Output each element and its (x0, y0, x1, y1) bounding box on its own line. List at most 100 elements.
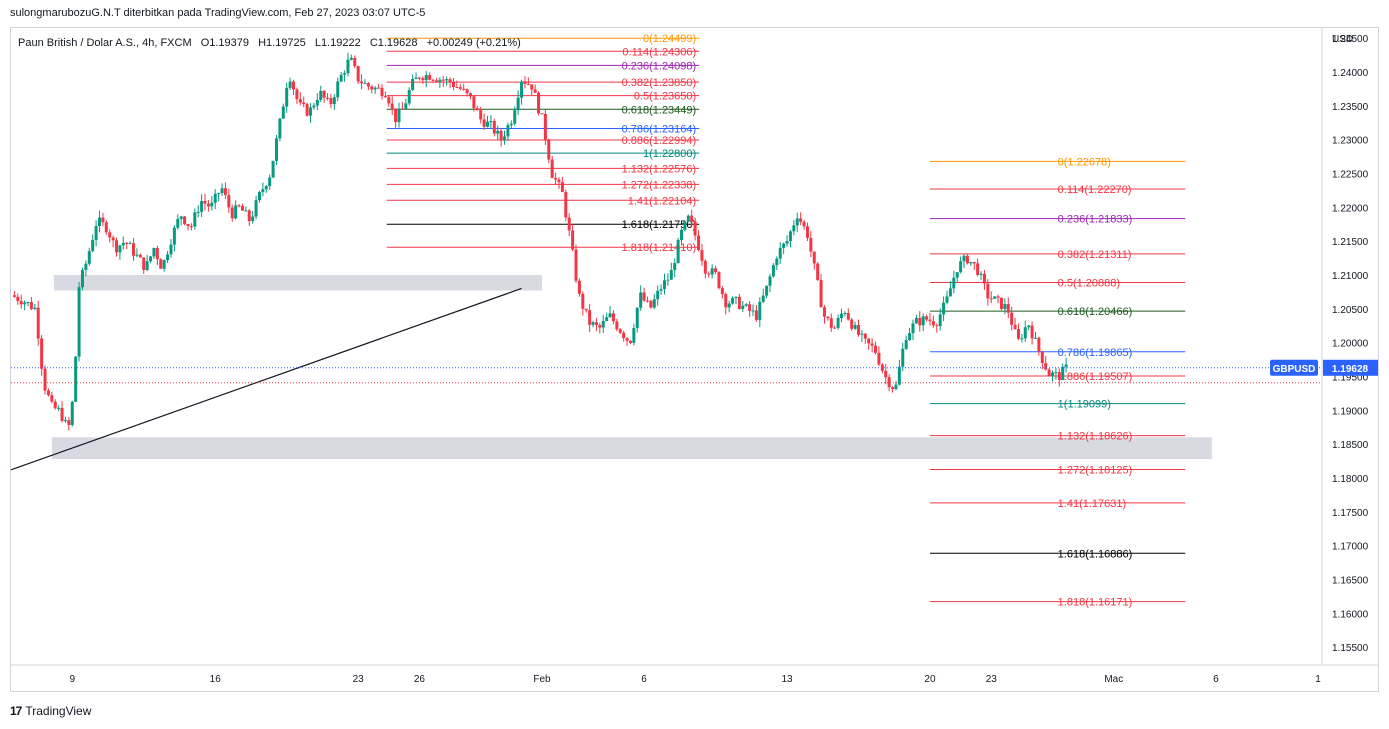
fib-level-label: 1.618(1.16886) (1058, 548, 1133, 560)
trendline (10, 287, 522, 471)
candle-body (247, 210, 251, 222)
candle-body (1057, 372, 1061, 380)
candle-body (274, 138, 278, 161)
fib-level-label: 0.236(1.24098) (622, 60, 697, 72)
candle-body (891, 387, 895, 390)
candle-body (724, 294, 728, 308)
candle-body (70, 401, 74, 425)
candle-body (434, 80, 438, 82)
candle-body (959, 261, 963, 273)
fib-level-label: 0.786(1.19865) (1058, 347, 1133, 359)
candle-body (727, 303, 731, 308)
candle-body (421, 78, 425, 81)
candle-body (57, 407, 61, 409)
y-tick-label: 1.21500 (1332, 237, 1369, 248)
candle-body (642, 292, 646, 301)
candle-body (346, 59, 350, 74)
candle-body (894, 384, 898, 390)
candle-body (826, 316, 830, 319)
candle-body (53, 401, 57, 409)
candle-body (482, 119, 486, 127)
candle-body (795, 218, 799, 226)
candle-body (339, 74, 343, 82)
candle-body (680, 229, 684, 240)
candle-body (506, 125, 510, 137)
candle-body (486, 121, 490, 127)
candle-body (516, 97, 520, 111)
candle-body (686, 215, 690, 222)
candle-body (904, 340, 908, 349)
candle-body (901, 348, 905, 367)
candle-body (404, 103, 408, 110)
fib-level-label: 0.114(1.24306) (622, 46, 696, 58)
candle-body (771, 265, 775, 277)
candle-body (622, 332, 626, 339)
candle-body (356, 66, 360, 82)
candle-body (186, 223, 190, 227)
candle-body (278, 118, 282, 139)
candle-body (390, 103, 394, 109)
candle-body (693, 221, 697, 236)
candle-body (948, 288, 952, 297)
change-value: +0.00249 (+0.21%) (427, 37, 521, 49)
candle-body (550, 159, 554, 178)
candle-body (520, 81, 524, 98)
candle-body (509, 123, 513, 126)
candle-body (632, 328, 636, 343)
zones-layer (51, 274, 1212, 459)
candle-body (996, 296, 1000, 298)
candle-body (169, 244, 173, 255)
candle-body (846, 313, 850, 320)
fib-level-label: 0.382(1.23850) (622, 77, 697, 89)
candle-body (700, 250, 704, 261)
x-tick-label: 1 (1315, 674, 1321, 685)
last-price-badge-label: 1.19628 (1332, 364, 1369, 375)
candle-body (816, 263, 820, 280)
candle-body (530, 84, 534, 90)
fib-level-label: 1(1.19099) (1058, 399, 1111, 411)
candle-body (751, 310, 755, 312)
candle-body (537, 92, 541, 114)
candle-body (77, 287, 81, 357)
candle-body (710, 268, 714, 275)
candle-body (12, 295, 16, 297)
candle-body (1047, 369, 1051, 376)
candle-body (451, 82, 455, 88)
candle-body (513, 110, 517, 124)
trendline-layer (10, 287, 522, 471)
candle-body (417, 77, 421, 79)
candle-body (989, 298, 993, 300)
fib-level-label: 1.132(1.18626) (1058, 431, 1133, 443)
fib-level-label: 1.272(1.18125) (1058, 464, 1133, 476)
candle-body (108, 232, 112, 238)
candle-body (788, 231, 792, 242)
candle-body (36, 307, 40, 339)
candle-body (1037, 337, 1041, 352)
candle-body (448, 79, 452, 83)
candle-body (230, 207, 234, 219)
candle-body (758, 301, 762, 320)
candle-body (373, 87, 377, 90)
candle-body (645, 300, 649, 302)
candle-body (315, 100, 319, 106)
fib-level-label: 0.236(1.21833) (1058, 214, 1133, 226)
candle-body (761, 295, 765, 302)
y-tick-label: 1.18500 (1332, 440, 1369, 451)
symbol-badge (1270, 359, 1318, 376)
candle-body (870, 343, 874, 346)
candle-body (264, 186, 268, 190)
candle-body (23, 302, 27, 305)
candle-body (792, 225, 796, 232)
candle-body (91, 239, 95, 252)
candle-body (911, 323, 915, 334)
candle-body (918, 317, 922, 326)
candle-body (857, 325, 861, 335)
candle-body (581, 293, 585, 309)
candle-body (397, 108, 401, 123)
fib-level-label: 0(1.24499) (643, 33, 696, 45)
x-tick-label: 13 (781, 674, 793, 685)
candle-body (67, 420, 71, 425)
x-tick-label: 23 (353, 674, 365, 685)
candle-body (80, 270, 84, 288)
